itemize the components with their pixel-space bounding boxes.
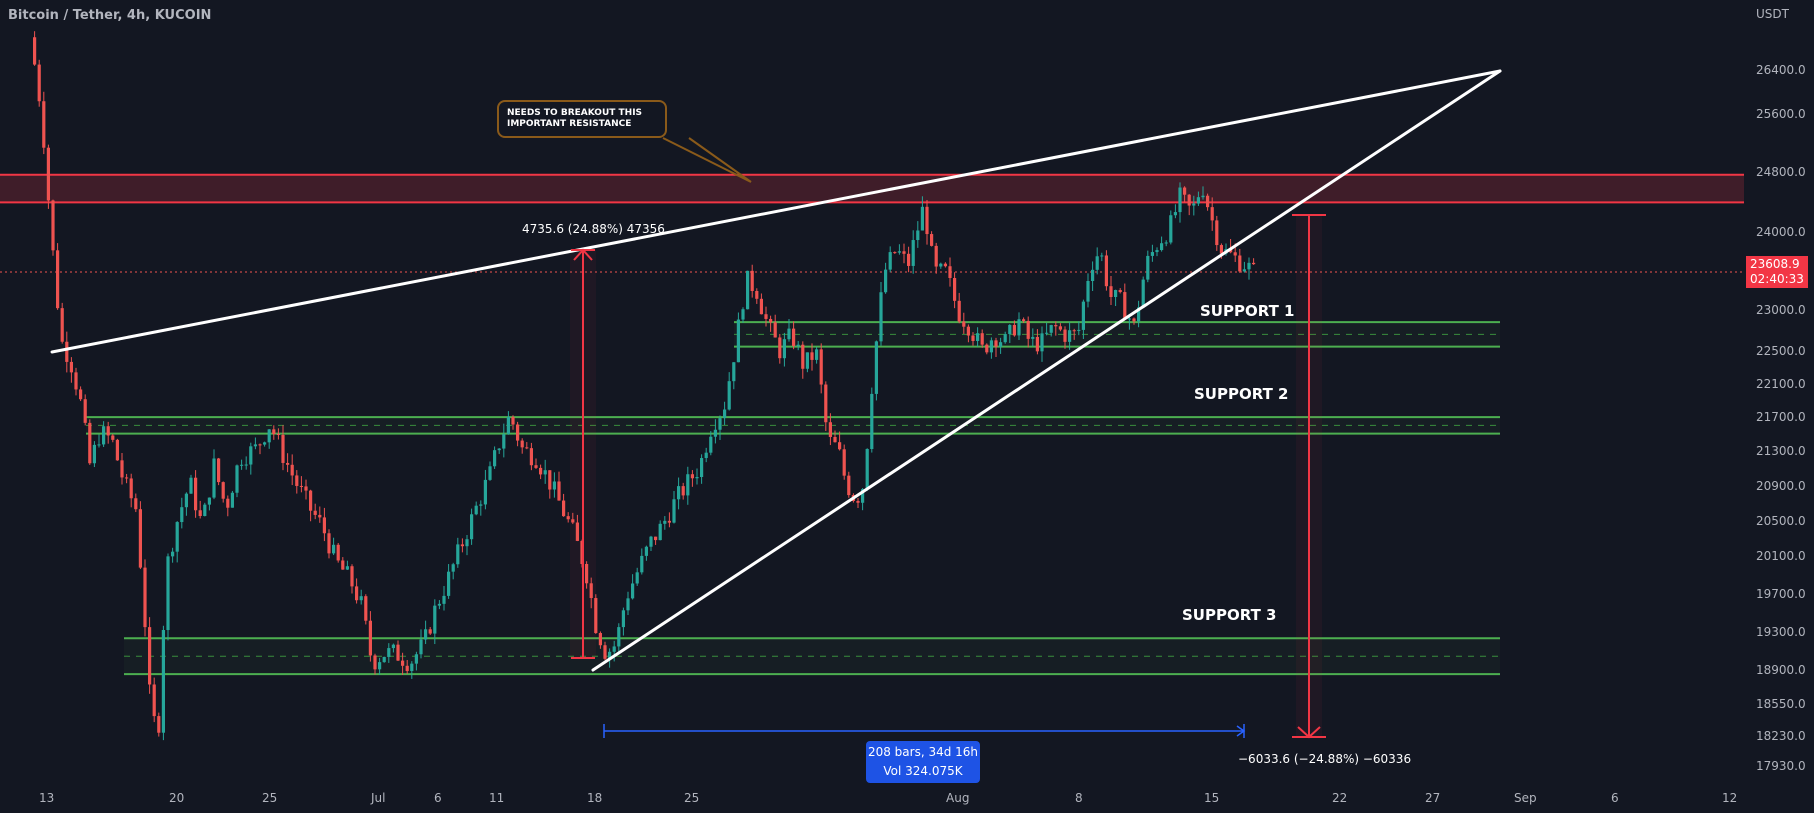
price-tick-label: 19700.0 bbox=[1756, 587, 1806, 601]
upper-resistance-trendline[interactable] bbox=[50, 69, 1502, 354]
time-tick-label: Jul bbox=[371, 791, 386, 805]
chart-title: Bitcoin / Tether, 4h, KUCOIN bbox=[8, 8, 212, 23]
price-tick-label: 24800.0 bbox=[1756, 165, 1806, 179]
resistance-zone[interactable] bbox=[0, 174, 1744, 203]
price-tick-label: 24000.0 bbox=[1756, 225, 1806, 239]
time-tick-label: 20 bbox=[169, 791, 185, 805]
bar-countdown: 02:40:33 bbox=[1750, 272, 1804, 286]
time-tick-label: 6 bbox=[434, 791, 442, 805]
price-tick-label: 19300.0 bbox=[1756, 625, 1806, 639]
price-tick-label: 18550.0 bbox=[1756, 697, 1806, 711]
time-tick-label: 13 bbox=[39, 791, 55, 805]
price-tick-label: 18900.0 bbox=[1756, 663, 1806, 677]
price-tick-label: 22100.0 bbox=[1756, 377, 1806, 391]
price-tick-label: 22500.0 bbox=[1756, 344, 1806, 358]
time-tick-label: 27 bbox=[1425, 791, 1441, 805]
support-1-label[interactable]: SUPPORT 1 bbox=[1200, 302, 1295, 320]
price-tick-label: 17930.0 bbox=[1756, 759, 1806, 773]
measure-down-arrow-icon[interactable] bbox=[1297, 726, 1321, 739]
date-range-volume: Vol 324.075K bbox=[883, 764, 963, 778]
time-tick-label: 25 bbox=[262, 791, 278, 805]
price-tick-label: 20500.0 bbox=[1756, 514, 1806, 528]
price-tick-label: 21300.0 bbox=[1756, 444, 1806, 458]
date-range-info: 208 bars, 34d 16h Vol 324.075K bbox=[866, 741, 980, 783]
time-tick-label: 18 bbox=[587, 791, 603, 805]
measure-up-label: 4735.6 (24.88%) 47356 bbox=[522, 222, 665, 236]
price-axis-currency: USDT bbox=[1756, 7, 1789, 21]
time-tick-label: 6 bbox=[1611, 791, 1619, 805]
time-tick-label: 12 bbox=[1722, 791, 1738, 805]
time-tick-label: Aug bbox=[946, 791, 970, 805]
time-tick-label: 11 bbox=[489, 791, 505, 805]
time-tick-label: 22 bbox=[1332, 791, 1348, 805]
support-3-label[interactable]: SUPPORT 3 bbox=[1182, 606, 1277, 624]
time-tick-label: 25 bbox=[684, 791, 700, 805]
price-tick-label: 21700.0 bbox=[1756, 410, 1806, 424]
time-tick-label: 15 bbox=[1204, 791, 1220, 805]
current-price-value: 23608.9 bbox=[1750, 257, 1800, 271]
price-tick-label: 26400.0 bbox=[1756, 63, 1806, 77]
support-band-2[interactable] bbox=[86, 417, 1500, 434]
lower-support-trendline[interactable] bbox=[591, 69, 1502, 672]
price-tick-label: 18230.0 bbox=[1756, 729, 1806, 743]
time-tick-label: 8 bbox=[1075, 791, 1083, 805]
date-range-bars: 208 bars, 34d 16h bbox=[867, 745, 979, 759]
date-range-arrow-icon[interactable] bbox=[1236, 725, 1246, 737]
resistance-callout[interactable]: NEEDS TO BREAKOUT THIS IMPORTANT RESISTA… bbox=[497, 100, 667, 138]
support-2-label[interactable]: SUPPORT 2 bbox=[1194, 385, 1289, 403]
price-tick-label: 20100.0 bbox=[1756, 549, 1806, 563]
callout-text: NEEDS TO BREAKOUT THIS IMPORTANT RESISTA… bbox=[507, 108, 643, 129]
price-tick-label: 25600.0 bbox=[1756, 107, 1806, 121]
callout-pointer bbox=[662, 137, 752, 183]
price-tick-label: 20900.0 bbox=[1756, 479, 1806, 493]
measure-down-label: −6033.6 (−24.88%) −60336 bbox=[1238, 752, 1412, 766]
price-tick-label: 23000.0 bbox=[1756, 303, 1806, 317]
time-tick-label: Sep bbox=[1514, 791, 1537, 805]
current-price-tag: 23608.9 02:40:33 bbox=[1746, 256, 1808, 288]
